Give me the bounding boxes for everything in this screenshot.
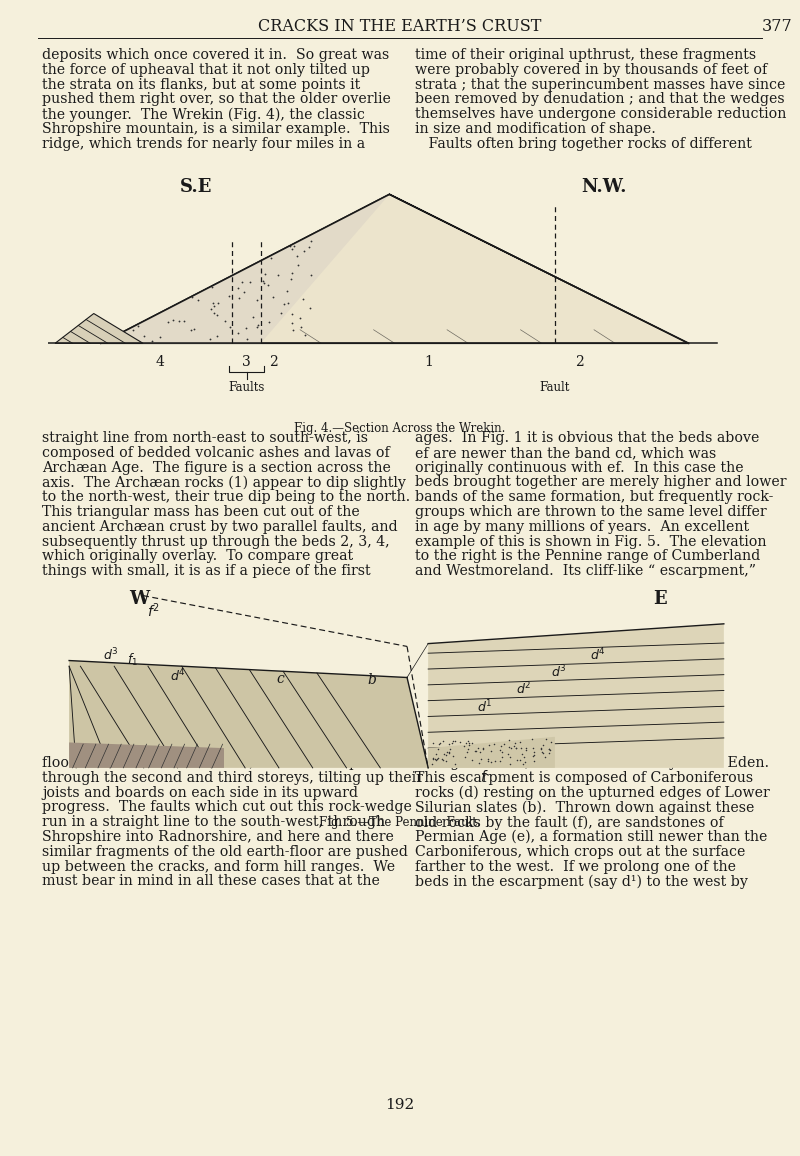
Text: were probably covered in by thousands of feet of: were probably covered in by thousands of… [415,62,767,76]
Text: 377: 377 [762,18,793,35]
Text: E: E [654,590,667,608]
Text: 192: 192 [386,1098,414,1112]
Text: CRACKS IN THE EARTH’S CRUST: CRACKS IN THE EARTH’S CRUST [258,18,542,35]
Text: beds in the escarpment (say d¹) to the west by: beds in the escarpment (say d¹) to the w… [415,874,748,889]
Polygon shape [69,660,428,768]
Text: axis.  The Archæan rocks (1) appear to dip slightly: axis. The Archæan rocks (1) appear to di… [42,475,406,490]
Text: up between the cracks, and form hill ranges.  We: up between the cracks, and form hill ran… [42,860,395,874]
Text: been removed by denudation ; and that the wedges: been removed by denudation ; and that th… [415,92,785,106]
Text: which originally overlay.  To compare great: which originally overlay. To compare gre… [42,549,353,563]
Text: the force of upheaval that it not only tilted up: the force of upheaval that it not only t… [42,62,370,76]
Text: to the north-west, their true dip being to the north.: to the north-west, their true dip being … [42,490,410,504]
Text: old rocks by the fault (f), are sandstones of: old rocks by the fault (f), are sandston… [415,815,724,830]
Text: Fault: Fault [540,381,570,394]
Text: $d^2$: $d^2$ [516,681,532,697]
Text: Permian Age (e), a formation still newer than the: Permian Age (e), a formation still newer… [415,830,767,844]
Text: Faults: Faults [228,381,265,394]
Text: strata ; that the superincumbent masses have since: strata ; that the superincumbent masses … [415,77,786,91]
Text: Shropshire mountain, is a similar example.  This: Shropshire mountain, is a similar exampl… [42,123,390,136]
Text: to the right is the Pennine range of Cumberland: to the right is the Pennine range of Cum… [415,549,760,563]
Text: in age by many millions of years.  An excellent: in age by many millions of years. An exc… [415,520,749,534]
Text: composed of bedded volcanic ashes and lavas of: composed of bedded volcanic ashes and la… [42,446,390,460]
Text: 4: 4 [155,355,164,369]
Text: Silurian slates (b).  Thrown down against these: Silurian slates (b). Thrown down against… [415,800,754,815]
Text: facing the west, overlooks the valley of the Eden.: facing the west, overlooks the valley of… [415,756,769,770]
Text: 3: 3 [242,355,251,369]
Text: groups which are thrown to the same level differ: groups which are thrown to the same leve… [415,505,766,519]
Text: $d^4$: $d^4$ [170,667,186,684]
Text: in size and modification of shape.: in size and modification of shape. [415,123,656,136]
Text: rocks (d) resting on the upturned edges of Lower: rocks (d) resting on the upturned edges … [415,786,770,800]
Text: Shropshire into Radnorshire, and here and there: Shropshire into Radnorshire, and here an… [42,830,394,844]
Text: Archæan Age.  The figure is a section across the: Archæan Age. The figure is a section acr… [42,460,391,475]
Text: $d^3$: $d^3$ [102,646,118,664]
Polygon shape [69,742,224,768]
Polygon shape [428,736,555,768]
Text: $d^4$: $d^4$ [590,646,606,664]
Text: Carboniferous, which crops out at the surface: Carboniferous, which crops out at the su… [415,845,746,859]
Text: ancient Archæan crust by two parallel faults, and: ancient Archæan crust by two parallel fa… [42,520,398,534]
Text: run in a straight line to the south-west, through: run in a straight line to the south-west… [42,815,385,829]
Text: c: c [277,672,284,686]
Text: example of this is shown in Fig. 5.  The elevation: example of this is shown in Fig. 5. The … [415,534,766,549]
Text: S.E: S.E [180,178,212,197]
Polygon shape [55,313,143,343]
Text: Fig. 5.—The Pennine Fault.: Fig. 5.—The Pennine Fault. [319,816,481,829]
Text: time of their original upthrust, these fragments: time of their original upthrust, these f… [415,49,756,62]
Text: things with small, it is as if a piece of the first: things with small, it is as if a piece o… [42,564,370,578]
Text: similar fragments of the old earth-floor are pushed: similar fragments of the old earth-floor… [42,845,408,859]
Text: deposits which once covered it in.  So great was: deposits which once covered it in. So gr… [42,49,390,62]
Text: originally continuous with ef.  In this case the: originally continuous with ef. In this c… [415,460,744,475]
Text: subsequently thrust up through the beds 2, 3, 4,: subsequently thrust up through the beds … [42,534,390,549]
Text: Fig. 4.—Section Across the Wrekin.: Fig. 4.—Section Across the Wrekin. [294,422,506,435]
Polygon shape [101,194,390,343]
Text: $f^2$: $f^2$ [147,601,160,620]
Text: progress.  The faults which cut out this rock-wedge: progress. The faults which cut out this … [42,800,412,814]
Text: through the second and third storeys, tilting up their: through the second and third storeys, ti… [42,771,423,785]
Text: themselves have undergone considerable reduction: themselves have undergone considerable r… [415,108,786,121]
Text: Faults often bring together rocks of different: Faults often bring together rocks of dif… [415,136,752,150]
Polygon shape [428,624,724,768]
Text: $d^1$: $d^1$ [478,699,493,716]
Text: joists and boards on each side in its upward: joists and boards on each side in its up… [42,786,358,800]
Text: N.W.: N.W. [582,178,627,197]
Text: and Westmoreland.  Its cliff-like “ escarpment,”: and Westmoreland. Its cliff-like “ escar… [415,564,756,578]
Text: 1: 1 [425,355,434,369]
Text: the younger.  The Wrekin (Fig. 4), the classic: the younger. The Wrekin (Fig. 4), the cl… [42,108,365,121]
Text: beds brought together are merely higher and lower: beds brought together are merely higher … [415,475,786,489]
Polygon shape [101,194,689,343]
Text: ridge, which trends for nearly four miles in a: ridge, which trends for nearly four mile… [42,136,365,150]
Text: farther to the west.  If we prolong one of the: farther to the west. If we prolong one o… [415,860,736,874]
Text: $f_1$: $f_1$ [127,652,138,668]
Text: straight line from north-east to south-west, is: straight line from north-east to south-w… [42,431,368,445]
Text: the strata on its flanks, but at some points it: the strata on its flanks, but at some po… [42,77,360,91]
Text: pushed them right over, so that the older overlie: pushed them right over, so that the olde… [42,92,391,106]
Text: $f$: $f$ [480,769,489,784]
Text: This escarpment is composed of Carboniferous: This escarpment is composed of Carbonife… [415,771,753,785]
Text: must bear in mind in all these cases that at the: must bear in mind in all these cases tha… [42,874,380,889]
Text: bands of the same formation, but frequently rock-: bands of the same formation, but frequen… [415,490,774,504]
Text: 2: 2 [575,355,584,369]
Text: W: W [130,590,150,608]
Text: b: b [367,673,376,687]
Text: ages.  In Fig. 1 it is obvious that the beds above: ages. In Fig. 1 it is obvious that the b… [415,431,759,445]
Text: 2: 2 [269,355,278,369]
Text: $d^3$: $d^3$ [551,664,567,680]
Text: This triangular mass has been cut out of the: This triangular mass has been cut out of… [42,505,360,519]
Text: floor of a house were cut out, and forced up: floor of a house were cut out, and force… [42,756,358,770]
Text: ef are newer than the band cd, which was: ef are newer than the band cd, which was [415,446,716,460]
